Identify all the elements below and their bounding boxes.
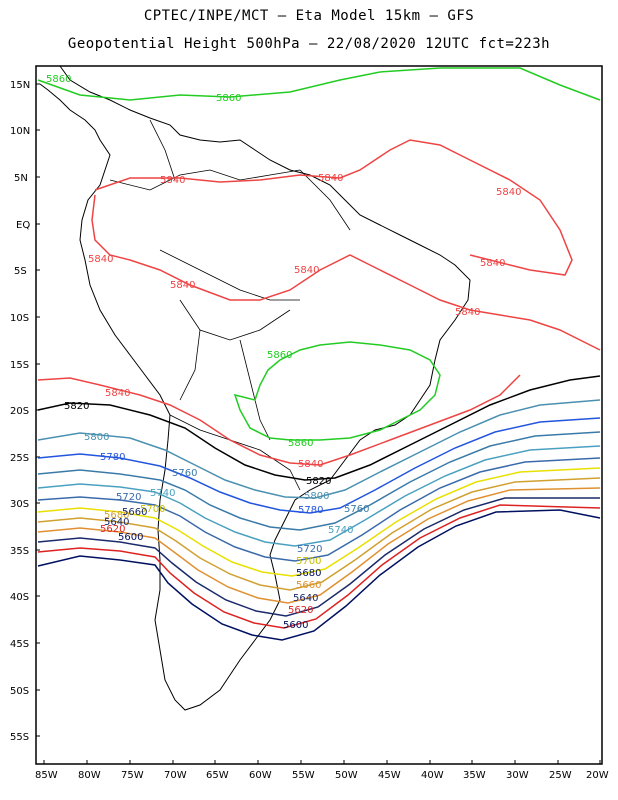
lon-label: 80W [78, 770, 101, 781]
lat-label: 20S [10, 406, 29, 417]
lon-label: 30W [506, 770, 529, 781]
lon-label: 50W [335, 770, 358, 781]
label-5700: 5700 [140, 504, 165, 515]
chart-title: CPTEC/INPE/MCT – Eta Model 15km – GFS [143, 8, 475, 24]
lat-label: EQ [16, 220, 30, 231]
contour-5820 [37, 375, 601, 481]
lat-label: 55S [10, 732, 29, 743]
lon-label: 60W [249, 770, 272, 781]
label-5800: 5800 [84, 432, 109, 443]
label-5820: 5820 [64, 401, 89, 412]
lat-label: 40S [10, 592, 29, 603]
lon-label: 25W [549, 770, 572, 781]
lat-label: 10S [10, 313, 29, 324]
contour-5860-north [37, 67, 601, 101]
lat-label: 5S [14, 266, 27, 277]
lon-label: 70W [164, 770, 187, 781]
label-5840: 5840 [480, 258, 505, 269]
label-5860: 5860 [46, 74, 71, 85]
lat-label: 30S [10, 499, 29, 510]
lat-label: 25S [10, 453, 29, 464]
contour-5760 [37, 431, 601, 531]
lon-label: 55W [292, 770, 315, 781]
contour-5600 [37, 509, 601, 641]
contour-5840-south [37, 374, 521, 466]
lat-label: 15N [10, 80, 30, 91]
country-borders [109, 119, 351, 491]
contour-5840-inner [91, 194, 601, 351]
label-5600: 5600 [283, 620, 308, 631]
lat-label: 10N [10, 126, 30, 137]
label-5800: 5800 [304, 491, 329, 502]
lon-label: 40W [421, 770, 444, 781]
label-5860: 5860 [288, 438, 313, 449]
label-5720: 5720 [297, 544, 322, 555]
label-5860: 5860 [267, 350, 292, 361]
lon-label: 20W [586, 770, 609, 781]
label-5640: 5640 [104, 517, 129, 528]
contour-5640 [37, 497, 600, 617]
label-5760: 5760 [344, 504, 369, 515]
label-5820: 5820 [306, 476, 331, 487]
label-5660: 5660 [296, 580, 321, 591]
label-5720: 5720 [116, 492, 141, 503]
contour-5780 [37, 417, 601, 514]
lat-label: 5N [14, 173, 28, 184]
label-5780: 5780 [298, 505, 323, 516]
label-5840: 5840 [105, 388, 130, 399]
label-5860: 5860 [216, 93, 241, 104]
lat-label: 50S [10, 686, 29, 697]
contour-5620 [37, 504, 601, 629]
label-5740: 5740 [328, 525, 353, 536]
contour-lines [37, 67, 601, 641]
lon-label: 85W [35, 770, 58, 781]
map-frame [35, 65, 603, 765]
label-5840: 5840 [170, 280, 195, 291]
label-5640: 5640 [293, 593, 318, 604]
contour-5800 [37, 399, 601, 499]
label-5840: 5840 [318, 173, 343, 184]
lon-axis: 85W 80W 75W 70W 65W 60W 55W 50W 45W 40W … [35, 760, 609, 781]
contour-labels: 5860 5860 5840 5840 5840 5840 5840 5840 … [46, 74, 521, 631]
lon-label: 45W [378, 770, 401, 781]
contour-5860-brazil [233, 341, 441, 441]
label-5840: 5840 [298, 459, 323, 470]
label-5680: 5680 [104, 510, 129, 521]
contour-5660 [37, 487, 601, 604]
label-5620: 5620 [100, 524, 125, 535]
label-5780: 5780 [100, 452, 125, 463]
lon-label: 35W [463, 770, 486, 781]
label-5840: 5840 [294, 265, 319, 276]
contour-5720 [37, 457, 601, 562]
lon-label: 65W [206, 770, 229, 781]
label-5840: 5840 [496, 187, 521, 198]
label-5840: 5840 [455, 307, 480, 318]
label-5620: 5620 [288, 605, 313, 616]
label-5760: 5760 [172, 468, 197, 479]
label-5840: 5840 [88, 254, 113, 265]
label-5680: 5680 [296, 568, 321, 579]
lat-label: 45S [10, 639, 29, 650]
chart-subtitle: Geopotential Height 500hPa – 22/08/2020 … [67, 36, 551, 52]
label-5740: 5740 [150, 488, 175, 499]
lat-label: 35S [10, 546, 29, 557]
label-5700: 5700 [296, 556, 321, 567]
lat-label: 15S [10, 360, 29, 371]
contour-5840-north [94, 139, 573, 276]
contour-5680 [37, 477, 601, 591]
label-5600: 5600 [118, 532, 143, 543]
contour-5740 [37, 445, 601, 547]
lon-label: 75W [121, 770, 144, 781]
contour-5700 [37, 467, 601, 577]
label-5840: 5840 [160, 175, 185, 186]
label-5660: 5660 [122, 507, 147, 518]
lat-axis: 15N 10N 5N EQ 5S 10S 15S 20S 25S 30S 35S… [10, 80, 40, 743]
